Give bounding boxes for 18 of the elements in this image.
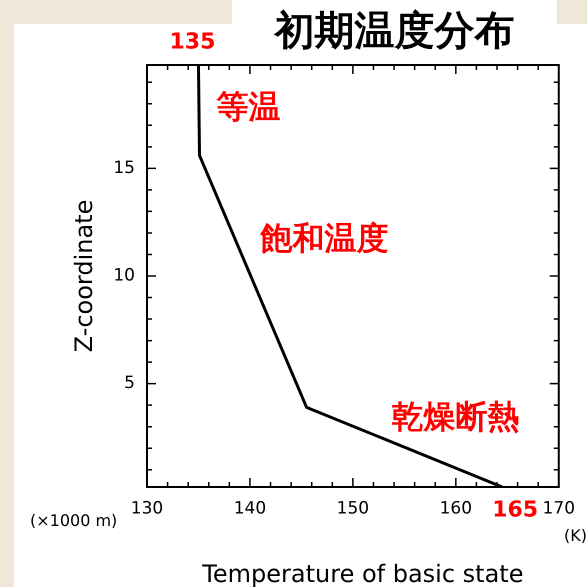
annotation: 飽和温度 [260, 218, 389, 257]
annotation: 135 [170, 30, 216, 55]
y-tick-label: 15 [113, 158, 135, 178]
text: (×1000 m) [30, 511, 118, 530]
y-tick-label: 10 [113, 265, 135, 286]
chart-title: 初期温度分布 [232, 0, 557, 62]
annotation: 等温 [215, 88, 280, 126]
x-tick-label: 130 [130, 498, 164, 519]
y-tick-label: 5 [124, 373, 135, 394]
annotation: 乾燥断熱 [391, 398, 520, 436]
text: (K) [564, 526, 587, 546]
x-tick-label: 150 [336, 498, 370, 519]
x-tick-label: 160 [440, 498, 472, 519]
x-tick-label: 170 [542, 498, 576, 519]
x-axis-title: Temperature of basic state [201, 560, 524, 587]
y-axis-title: Z-coordinate [70, 200, 98, 352]
annotation: 165 [492, 498, 538, 523]
x-tick-label: 140 [234, 498, 266, 519]
